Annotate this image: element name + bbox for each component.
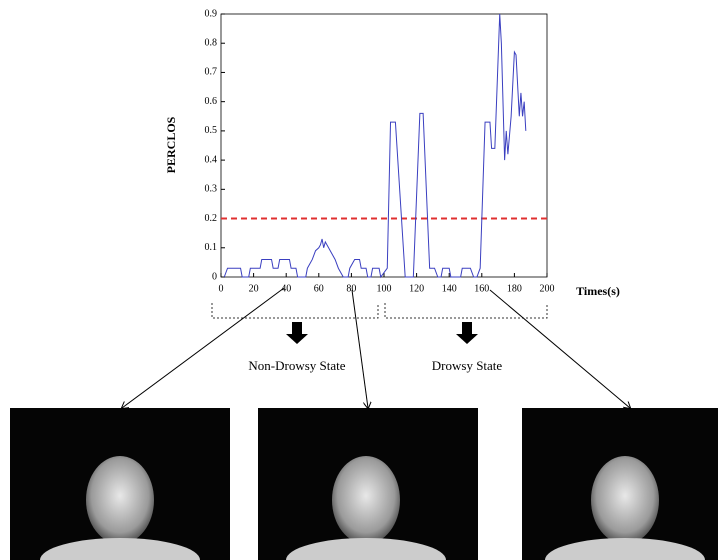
pointer-arrow xyxy=(489,289,630,408)
photo xyxy=(258,408,478,560)
x-tick-label: 180 xyxy=(507,283,522,294)
x-axis-label: Times(s) xyxy=(576,284,620,298)
y-tick-label: 0.5 xyxy=(205,125,218,136)
x-tick-label: 200 xyxy=(540,283,555,294)
y-axis-label: PERCLOS xyxy=(164,116,178,173)
y-tick-label: 0.6 xyxy=(205,96,218,107)
x-tick-label: 20 xyxy=(249,283,259,294)
photo xyxy=(522,408,718,560)
bracket xyxy=(384,303,548,319)
pointer-arrows xyxy=(122,287,630,408)
x-tick-label: 60 xyxy=(314,283,324,294)
y-tick-label: 0.9 xyxy=(205,8,218,19)
bracket xyxy=(211,303,379,319)
y-tick-label: 0.7 xyxy=(205,67,218,78)
y-tick-label: 0.2 xyxy=(205,213,218,224)
down-arrow xyxy=(286,322,308,344)
photo xyxy=(10,408,230,560)
pointer-arrow xyxy=(122,287,285,408)
x-tick-label: 40 xyxy=(281,283,291,294)
y-tick-label: 0 xyxy=(212,271,217,282)
down-arrow xyxy=(456,322,478,344)
x-tick-label: 100 xyxy=(377,283,392,294)
y-tick-label: 0.1 xyxy=(205,242,218,253)
y-tick-label: 0.4 xyxy=(205,154,218,165)
x-tick-label: 0 xyxy=(219,283,224,294)
photos xyxy=(10,408,718,560)
x-tick-label: 80 xyxy=(346,283,356,294)
x-tick-label: 160 xyxy=(474,283,489,294)
x-tick-label: 140 xyxy=(442,283,457,294)
y-tick-label: 0.8 xyxy=(205,38,218,49)
state-label: Drowsy State xyxy=(432,358,503,373)
y-tick-label: 0.3 xyxy=(205,184,218,195)
state-label: Non-Drowsy State xyxy=(248,358,345,373)
brackets xyxy=(211,303,548,319)
perclos-line xyxy=(223,13,527,279)
x-tick-label: 120 xyxy=(409,283,424,294)
pointer-arrow xyxy=(351,289,368,408)
